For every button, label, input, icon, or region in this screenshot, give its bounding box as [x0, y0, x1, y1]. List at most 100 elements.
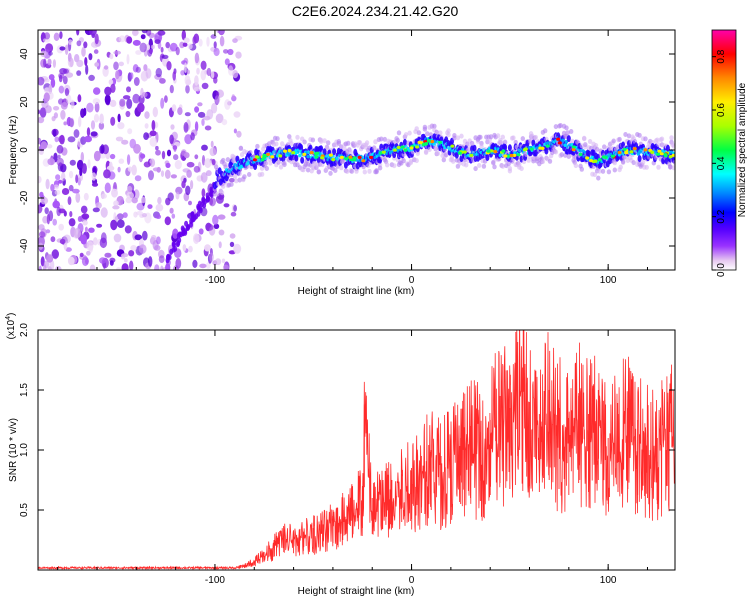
ridge-halo-point [565, 130, 570, 136]
ridge-halo-point [274, 141, 279, 147]
noise-speck [215, 258, 222, 266]
noise-speck [84, 57, 88, 66]
noise-speck [151, 44, 155, 50]
ridge-halo-point [282, 162, 287, 168]
ridge-hotspot [597, 158, 602, 162]
ridge-hotspot [426, 138, 431, 143]
noise-speck [133, 189, 140, 200]
noise-speck [209, 252, 214, 262]
noise-speck [187, 43, 193, 50]
noise-speck [90, 120, 96, 130]
noise-speck [96, 223, 103, 228]
noise-streak-point [177, 237, 182, 244]
noise-speck [230, 211, 237, 217]
ridge-hotspot [624, 151, 629, 155]
noise-speck [42, 264, 47, 270]
noise-speck [70, 99, 75, 110]
noise-speck [100, 144, 105, 154]
ridge-hotspot [671, 153, 675, 157]
ridge-halo-point [600, 168, 606, 174]
ridge-hotspot [409, 146, 414, 150]
ridge-halo-point [407, 130, 412, 136]
top-y-tick-label: 0 [19, 147, 30, 153]
ridge-halo-point [617, 136, 622, 142]
noise-speck [172, 71, 176, 81]
ridge-hotspot [493, 150, 498, 154]
noise-speck [83, 192, 89, 201]
noise-speck [166, 149, 172, 157]
ridge-halo-point [302, 139, 307, 145]
noise-speck [86, 241, 94, 252]
noise-speck [209, 197, 213, 206]
ridge-halo-point [385, 162, 390, 168]
ridge-halo-point [564, 125, 569, 131]
noise-speck [155, 145, 159, 151]
snr-series [38, 330, 675, 570]
ridge-hotspot [421, 143, 426, 147]
noise-speck [165, 197, 171, 206]
ridge-halo-point [446, 128, 451, 134]
ridge-hotspot [344, 157, 349, 161]
ridge-band-point [472, 144, 477, 152]
ridge-halo-point [237, 171, 242, 177]
ridge-halo-point [513, 139, 518, 145]
noise-speck [81, 256, 89, 267]
ridge-hotspot [419, 141, 424, 145]
top-y-tick-label: -20 [19, 190, 30, 205]
noise-speck [50, 236, 56, 243]
colorbar-tick-label: 0.0 [716, 263, 727, 277]
noise-speck [109, 99, 117, 107]
ridge-hotspot [254, 155, 259, 159]
noise-speck [54, 136, 59, 143]
noise-streak-point [181, 230, 186, 237]
ridge-hotspot [328, 153, 333, 157]
colorbar-tick-label: 0.2 [716, 209, 727, 223]
ridge-halo-point [416, 130, 422, 136]
noise-speck [62, 75, 68, 85]
noise-speck [170, 174, 177, 179]
noise-speck [92, 207, 100, 213]
noise-speck [169, 42, 178, 52]
noise-speck [200, 69, 207, 81]
noise-speck [64, 88, 70, 97]
ridge-hotspot [516, 153, 521, 157]
ridge-hotspot [260, 158, 265, 162]
ridge-hotspot [266, 152, 270, 156]
noise-speck [104, 252, 112, 258]
top-y-tick-label: 20 [19, 96, 30, 108]
noise-speck [122, 95, 131, 100]
noise-speck [194, 75, 199, 86]
noise-speck [183, 37, 190, 44]
noise-speck [54, 189, 61, 196]
top-y-tick-label: 40 [19, 48, 30, 60]
noise-speck [113, 50, 121, 55]
noise-speck [48, 84, 53, 95]
ridge-hotspot [415, 145, 420, 149]
noise-speck [114, 216, 119, 222]
ridge-hotspot [656, 152, 661, 156]
noise-speck [141, 213, 147, 218]
noise-speck [80, 205, 88, 214]
noise-speck [48, 74, 55, 81]
noise-speck [77, 216, 83, 222]
noise-speck [130, 245, 137, 251]
noise-speck [91, 172, 97, 181]
ridge-halo-point [414, 126, 419, 132]
noise-speck [152, 167, 161, 172]
noise-speck [169, 207, 174, 214]
ridge-halo-point [643, 136, 648, 142]
top-y-axis-label: Frequency (Hz) [8, 116, 19, 185]
ridge-hotspot [545, 144, 550, 148]
noise-speck [69, 170, 74, 179]
noise-speck [67, 196, 72, 206]
noise-speck [140, 34, 146, 40]
noise-speck [171, 213, 176, 219]
noise-speck [148, 170, 154, 181]
noise-speck [147, 204, 153, 210]
ridge-halo-point [637, 132, 642, 138]
ridge-halo-point [263, 160, 268, 166]
noise-speck [68, 218, 76, 227]
ridge-halo-point [594, 146, 600, 152]
noise-speck [184, 134, 193, 145]
noise-speck [206, 36, 210, 47]
